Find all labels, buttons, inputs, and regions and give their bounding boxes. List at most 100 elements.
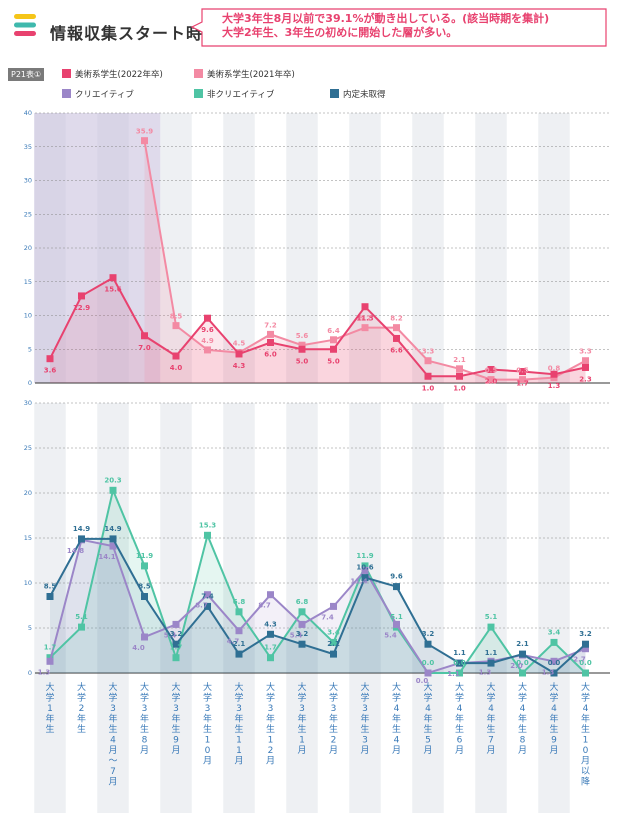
data-label: 4.5 [233,340,246,348]
x-tick-label: 大学 3 年生 9 月 [171,681,180,756]
data-point [235,350,243,358]
data-label: 14.1 [98,553,115,561]
legend-label: 美術系学生(2022年卒) [75,70,163,80]
legend-label: クリエイティブ [75,90,134,100]
data-point [204,346,211,354]
data-point [487,623,495,631]
data-point [235,608,243,616]
data-point [298,341,306,349]
y-tick-label: 25 [24,444,32,452]
data-point [519,368,526,376]
data-point [267,654,274,662]
data-point [204,591,211,599]
x-tick-label: 大学 3 年生 1 2 月 [266,681,275,767]
data-point [204,602,211,610]
series-area [50,539,586,673]
data-point [330,638,337,646]
y-tick-label: 30 [24,177,32,185]
logo-icon [14,14,36,36]
data-point [393,620,400,628]
data-point [46,657,54,665]
data-label: 2.1 [453,356,466,364]
data-label: 0.0 [516,659,529,667]
data-point [393,324,400,332]
data-label: 5.0 [296,357,309,365]
data-point [487,366,495,373]
data-label: 7.2 [264,321,277,329]
data-point [424,640,432,648]
data-point [361,574,369,582]
data-label: 0.0 [422,659,435,667]
data-point [519,650,526,658]
legend-swatch [62,69,71,78]
data-label: 3.2 [296,630,309,638]
data-point [172,620,180,628]
legend-item: 非クリエイティブ [194,88,274,100]
data-point [267,591,274,599]
data-label: 5.4 [384,631,397,639]
data-label: 4.0 [170,364,183,372]
legend-swatch [194,69,203,78]
y-tick-label: 35 [24,143,32,151]
column-band [223,403,255,813]
data-label: 20.3 [104,476,121,484]
data-label: 5.1 [390,613,403,621]
data-label: 4.9 [201,337,214,345]
data-point [424,357,432,365]
x-tick-label: 大学 3 年生 4 月〜 7 月 [108,681,117,788]
data-point [582,645,589,653]
data-label: 1.3 [548,382,561,390]
legend-item: 内定未取得 [330,88,386,100]
legend-label: 美術系学生(2021年卒) [207,70,295,80]
data-label: 5.4 [290,631,303,639]
data-label: 14.9 [73,525,90,533]
data-point [456,372,463,380]
data-point [267,339,274,346]
data-point [141,633,148,641]
legend-swatch [194,89,203,98]
data-point [330,345,337,353]
data-point [550,669,558,677]
y-tick-label: 20 [24,489,32,497]
data-point [582,357,589,365]
data-point [78,623,85,631]
column-band [286,403,318,813]
data-label: 4.3 [233,362,246,370]
x-tick-label: 大学 4 年生 7 月 [486,681,495,756]
data-label: 5.6 [296,332,309,340]
data-label: 12.9 [73,304,90,312]
data-label: 5.1 [75,613,88,621]
data-label: 0.0 [579,659,592,667]
series-area [50,277,586,383]
data-label: 6.4 [327,327,340,335]
data-point [109,535,117,543]
data-label: 6.6 [390,346,403,354]
data-label: 0.0 [453,659,466,667]
column-band [349,403,381,813]
data-label: 3.2 [422,630,435,638]
data-point [141,562,148,570]
data-point [361,303,369,311]
series-line [49,537,587,675]
y-tick-label: 10 [24,579,32,587]
data-point [361,324,369,332]
x-tick-label: 大学 3 年生 1 0 月 [203,681,212,767]
y-tick-label: 40 [24,109,32,117]
callout-text: 大学3年生8月以前で39.1%が動き出している。(該当時期を集計) 大学2年生、… [222,12,607,40]
data-label: 1.1 [453,649,466,657]
column-band [160,403,192,813]
data-label: 1.1 [485,649,498,657]
data-label: 15.3 [199,521,216,529]
y-tick-label: 30 [24,399,32,407]
data-label: 5.1 [485,613,498,621]
data-point [519,376,526,384]
y-tick-label: 10 [24,312,32,320]
data-point [330,602,337,610]
data-point [582,363,589,371]
y-tick-label: 25 [24,210,32,218]
data-label: 14.8 [67,547,84,555]
data-label: 2.1 [233,640,246,648]
x-tick-label: 大学 3 年生 1 月 [297,681,306,756]
logo-bar-pink [14,31,36,36]
data-label: 0.5 [516,367,529,375]
